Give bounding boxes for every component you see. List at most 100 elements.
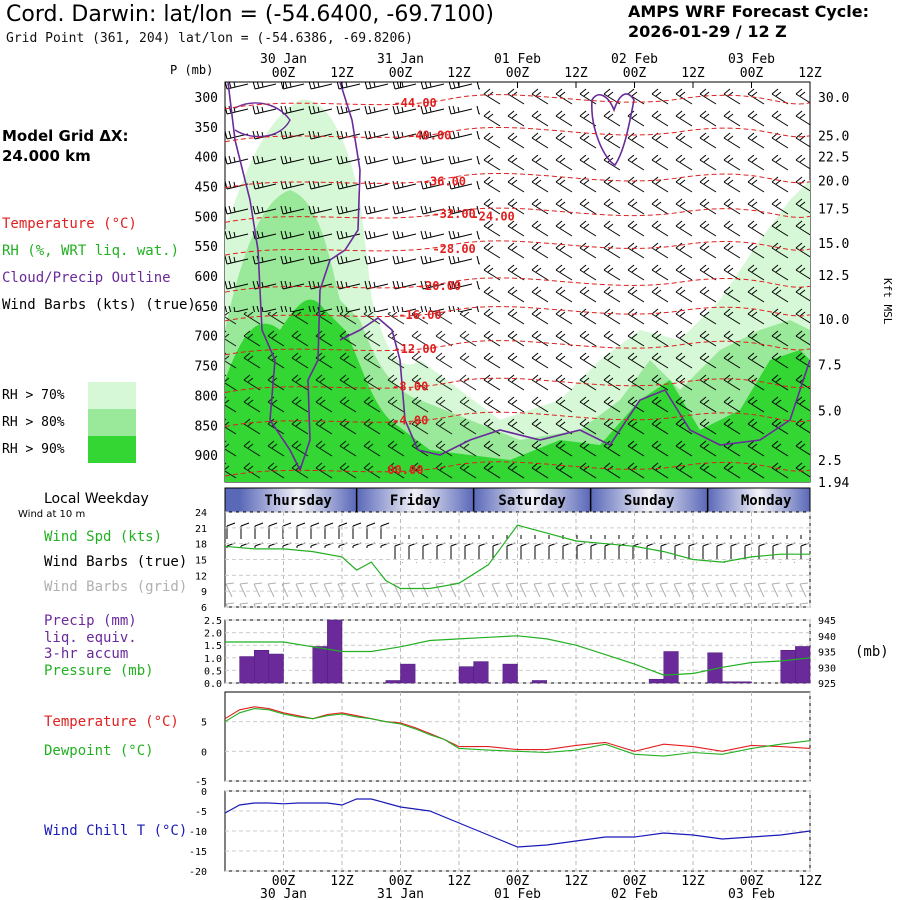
- dewpoint-line: [224, 708, 811, 757]
- legend-temperature: Temperature (°C): [2, 216, 137, 232]
- top-hour-label: 00Z: [740, 66, 764, 81]
- legend-wind-barbs: Wind Barbs (kts) (true): [2, 297, 196, 313]
- top-date-label: 01 Feb: [494, 52, 541, 67]
- precip-bar: [268, 653, 284, 684]
- isotherm-line: [225, 94, 810, 110]
- precip-tick-label: 1.0: [204, 654, 222, 665]
- pressure-tick-label: 925: [818, 679, 836, 690]
- isotherm-label: -24.00: [471, 209, 514, 223]
- precip-bar: [312, 646, 328, 684]
- weekday-label: Monday: [741, 493, 792, 509]
- right-wind-barbs: [480, 82, 810, 482]
- top-date-label: 30 Jan: [260, 52, 307, 67]
- windchill-panel: 0 -5 -10 -15 -20: [189, 787, 811, 878]
- wind-tick-label: 21: [195, 524, 207, 535]
- cloud-outline-3: [591, 93, 635, 167]
- bottom-hour-label: 12Z: [564, 874, 588, 889]
- windchill-tick-label: -5: [195, 807, 207, 818]
- weekday-cell: [356, 488, 474, 512]
- precip-liq-label: liq. equiv.: [44, 630, 137, 646]
- page-title: Cord. Darwin: lat/lon = (-54.6400, -69.7…: [6, 2, 494, 27]
- wind-barbs-grid-label: Wind Barbs (grid): [44, 579, 188, 595]
- bottom-hour-label: 00Z: [506, 874, 530, 889]
- forecast-cycle-label: AMPS WRF Forecast Cycle:: [628, 2, 870, 21]
- wind-tick-label: 18: [195, 540, 207, 551]
- precip-pressure-panel: 2.5 2.01.5 1.00.5 0.0 945 940 935 930 925: [204, 616, 836, 690]
- height-tick-label: 10.0: [818, 313, 849, 328]
- top-hour-label: 00Z: [623, 66, 647, 81]
- isotherm-label: -4.00: [392, 414, 428, 428]
- p-tick-label: 800: [195, 389, 218, 404]
- height-axis-title: Kft MSL: [881, 278, 894, 325]
- isotherm-line: [225, 461, 810, 477]
- bottom-hour-label: 00Z: [272, 874, 296, 889]
- isotherm-label: -16.00: [398, 308, 441, 322]
- bottom-hour-label: 12Z: [330, 874, 354, 889]
- windchill-tick-label: -15: [189, 847, 207, 858]
- isotherm-line: [225, 306, 810, 322]
- top-date-label: 31 Jan: [377, 52, 424, 67]
- bottom-date-label: 02 Feb: [611, 887, 658, 900]
- height-tick-label: 2.5: [818, 454, 841, 469]
- pressure-tick-label: 935: [818, 648, 836, 659]
- precip-tick-label: 0.0: [204, 679, 222, 690]
- bottom-date-label: 31 Jan: [377, 887, 424, 900]
- bottom-hour-label: 00Z: [623, 874, 647, 889]
- p-tick-label: 450: [195, 180, 218, 195]
- lower-wind-barbs: [225, 312, 480, 482]
- model-grid-value: 24.000 km: [2, 147, 91, 165]
- top-date-label: 03 Feb: [728, 52, 775, 67]
- p-tick-label: 600: [195, 270, 218, 285]
- top-hour-label: 00Z: [389, 66, 413, 81]
- top-hour-label: 00Z: [272, 66, 296, 81]
- temperature-panel: 5 0 -5: [195, 692, 811, 788]
- legend-cloud: Cloud/Precip Outline: [2, 270, 171, 286]
- rh80-label: RH > 80%: [2, 415, 65, 430]
- precip-bar: [795, 646, 811, 684]
- time-axes: 00Z00Z12Z12Z00Z00Z12Z12Z00Z00Z12Z12Z00Z0…: [260, 52, 822, 900]
- rh70-label: RH > 70%: [2, 388, 65, 403]
- wind-tick-label: 15: [195, 556, 207, 567]
- precip-tick-label: 2.5: [204, 616, 222, 627]
- height-tick-label: 17.5: [818, 203, 849, 218]
- pressure-line: [225, 635, 811, 676]
- top-hour-label: 12Z: [564, 66, 588, 81]
- grid-point-info: Grid Point (361, 204) lat/lon = (-54.638…: [6, 31, 413, 46]
- precip-tick-label: 2.0: [204, 629, 222, 640]
- p-tick-label: 550: [195, 240, 218, 255]
- isotherm-line: [225, 172, 810, 189]
- height-tick-label: 22.5: [818, 151, 849, 166]
- top-hour-label: 12Z: [330, 66, 354, 81]
- rh70-swatch: [88, 382, 136, 409]
- height-tick-label: 12.5: [818, 269, 849, 284]
- precip-bar: [458, 666, 474, 684]
- p-tick-label: 850: [195, 419, 218, 434]
- isotherm-line: [225, 277, 810, 293]
- precip-bar: [473, 661, 489, 684]
- precip-bar: [736, 681, 752, 684]
- top-date-label: 02 Feb: [611, 52, 658, 67]
- bottom-hour-label: 00Z: [740, 874, 764, 889]
- top-hour-label: 12Z: [681, 66, 705, 81]
- pressure-tick-label: 945: [818, 616, 836, 627]
- precip-bar: [663, 651, 679, 684]
- weekday-cell: [473, 488, 591, 512]
- precip-bar: [254, 649, 270, 684]
- temp-tick-label: 5: [201, 718, 207, 729]
- pressure-tick-label: 930: [818, 663, 836, 674]
- isotherm-line: [225, 340, 810, 356]
- wind-barbs-true-b: [390, 535, 810, 563]
- top-hour-label: 12Z: [798, 66, 822, 81]
- pressure-tick-label: 940: [818, 632, 836, 643]
- weekday-label: Thursday: [264, 493, 332, 509]
- weekday-cell: [590, 488, 708, 512]
- isotherm-line: [225, 207, 810, 223]
- temp-tick-label: 0: [201, 747, 207, 758]
- height-tick-label: 20.0: [818, 175, 849, 190]
- rh90-swatch: [88, 436, 136, 463]
- p-tick-label: 650: [195, 300, 218, 315]
- main-axes: P (mb) 300 350 400 450 500 550 600 650 700 750 800 8…: [170, 63, 894, 491]
- p-axis-title: P (mb): [170, 63, 213, 77]
- p-tick-label: 500: [195, 210, 218, 225]
- model-grid-info: Model Grid ΔX: 24.000 km: [2, 126, 129, 166]
